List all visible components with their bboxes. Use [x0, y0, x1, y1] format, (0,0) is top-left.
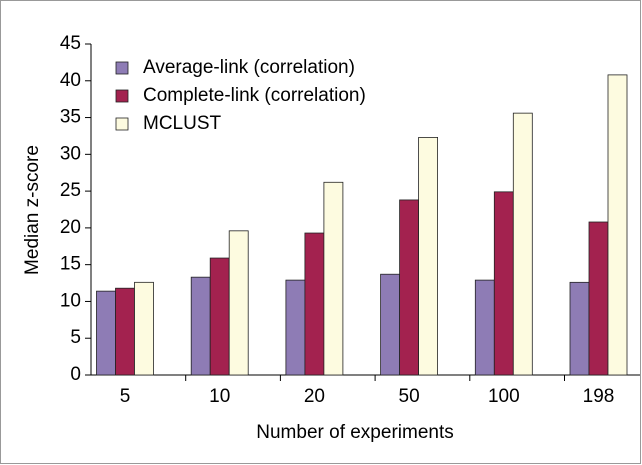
- bar: [474, 279, 495, 376]
- y-tick-label: 35: [60, 107, 81, 128]
- legend-swatch: [115, 89, 129, 103]
- bar: [209, 257, 230, 376]
- bar: [96, 290, 116, 376]
- bar: [228, 230, 249, 376]
- y-tick-label: 25: [60, 180, 81, 201]
- y-tick-label: 10: [60, 290, 81, 311]
- bar: [134, 281, 154, 376]
- y-tick-label: 45: [60, 33, 81, 54]
- x-tick-label: 50: [399, 386, 420, 407]
- bar: [607, 74, 628, 376]
- bar: [380, 273, 401, 376]
- legend-label: Average-link (correlation): [143, 57, 355, 78]
- x-tick-label: 100: [488, 386, 520, 407]
- y-tick-label: 30: [60, 143, 81, 164]
- bar: [285, 279, 306, 376]
- y-tick-label: 40: [60, 70, 81, 91]
- x-tick-label: 10: [209, 386, 230, 407]
- y-tick-label: 0: [70, 364, 81, 385]
- bar: [418, 137, 439, 376]
- y-tick-label: 15: [60, 254, 81, 275]
- bar: [304, 232, 325, 376]
- legend-label: Complete-link (correlation): [143, 85, 366, 106]
- x-tick-label: 20: [304, 386, 325, 407]
- bar: [399, 199, 420, 376]
- legend-label: MCLUST: [143, 113, 222, 134]
- y-axis-label: Median z-score: [22, 145, 43, 275]
- bar: [323, 181, 344, 376]
- x-tick-label: 198: [583, 386, 615, 407]
- bar: [588, 221, 609, 376]
- y-tick-label: 20: [60, 217, 81, 238]
- bar: [115, 287, 135, 376]
- legend-swatch: [115, 117, 129, 131]
- bar: [190, 276, 211, 376]
- x-axis-label: Number of experiments: [256, 422, 453, 443]
- bar: [569, 281, 590, 376]
- bar: [512, 112, 533, 376]
- bar: [493, 191, 514, 376]
- y-tick-label: 5: [70, 327, 81, 348]
- legend-swatch: [115, 61, 129, 75]
- x-tick-label: 5: [120, 386, 131, 407]
